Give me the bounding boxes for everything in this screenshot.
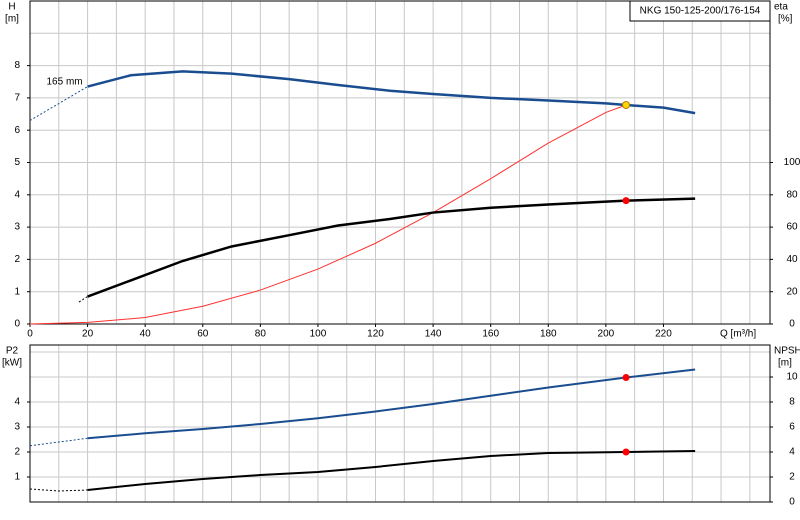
chart-title: NKG 150-125-200/176-154 [640,6,761,17]
y-tick-label: 4 [14,397,20,408]
y2-tick-label: 2 [789,472,795,483]
y2-tick-label: 60 [786,222,798,233]
curve [29,104,627,325]
operating-point [622,197,630,205]
y-tick-label: 7 [14,93,20,104]
operating-point [622,448,630,456]
y2-axis-label: eta [774,2,788,13]
x-tick-label: 220 [655,329,672,340]
y2-axis-unit: [%] [778,14,793,25]
curve [87,197,696,298]
y-tick-label: 3 [14,422,20,433]
annotation: 165 mm [46,76,82,87]
x-tick-label: 120 [367,329,384,340]
curve [78,296,88,303]
y2-axis-unit: [m] [778,358,792,369]
y-axis-unit: [kW] [2,358,22,369]
plot-frame [29,344,771,503]
y2-tick-label: 10 [786,372,798,383]
curve [87,450,696,491]
x-tick-label: 160 [482,329,499,340]
y-tick-label: 4 [14,189,20,200]
curve [29,86,88,121]
y-axis-unit: [m] [5,14,19,25]
curve [29,437,88,447]
y-tick-label: 6 [14,125,20,136]
y-axis-label: P2 [6,346,19,357]
y2-tick-label: 0 [789,497,795,508]
x-tick-label: 60 [197,329,209,340]
y2-tick-label: 4 [789,447,795,458]
y-tick-label: 2 [14,254,20,265]
y2-tick-label: 20 [786,286,798,297]
x-tick-label: 140 [425,329,442,340]
y-axis-label: H [8,2,15,13]
y2-tick-label: 6 [789,422,795,433]
x-tick-label: 80 [255,329,267,340]
y-tick-label: 3 [14,222,20,233]
y-tick-label: 2 [14,447,20,458]
x-tick-label: 20 [82,329,94,340]
y2-tick-label: 80 [786,189,798,200]
curve [87,368,696,440]
curve [87,70,696,115]
y-tick-label: 8 [14,60,20,71]
x-tick-label: 200 [598,329,615,340]
curve [29,488,88,492]
x-axis-label: Q [m³/h] [720,329,756,340]
x-tick-label: 100 [310,329,327,340]
y2-tick-label: 8 [789,397,795,408]
y-tick-label: 0 [14,319,20,330]
operating-point [622,101,631,110]
operating-point [622,374,630,381]
y2-axis-label: NPSH [774,346,800,357]
y2-tick-label: 40 [786,254,798,265]
title-box [629,0,771,22]
y2-tick-label: 100 [784,157,800,168]
y2-tick-label: 0 [789,319,795,330]
x-tick-label: 180 [540,329,557,340]
y-tick-label: 5 [14,157,20,168]
y-tick-label: 1 [14,472,20,483]
x-tick-label: 40 [140,329,152,340]
x-tick-label: 0 [27,329,33,340]
y-tick-label: 1 [14,286,20,297]
